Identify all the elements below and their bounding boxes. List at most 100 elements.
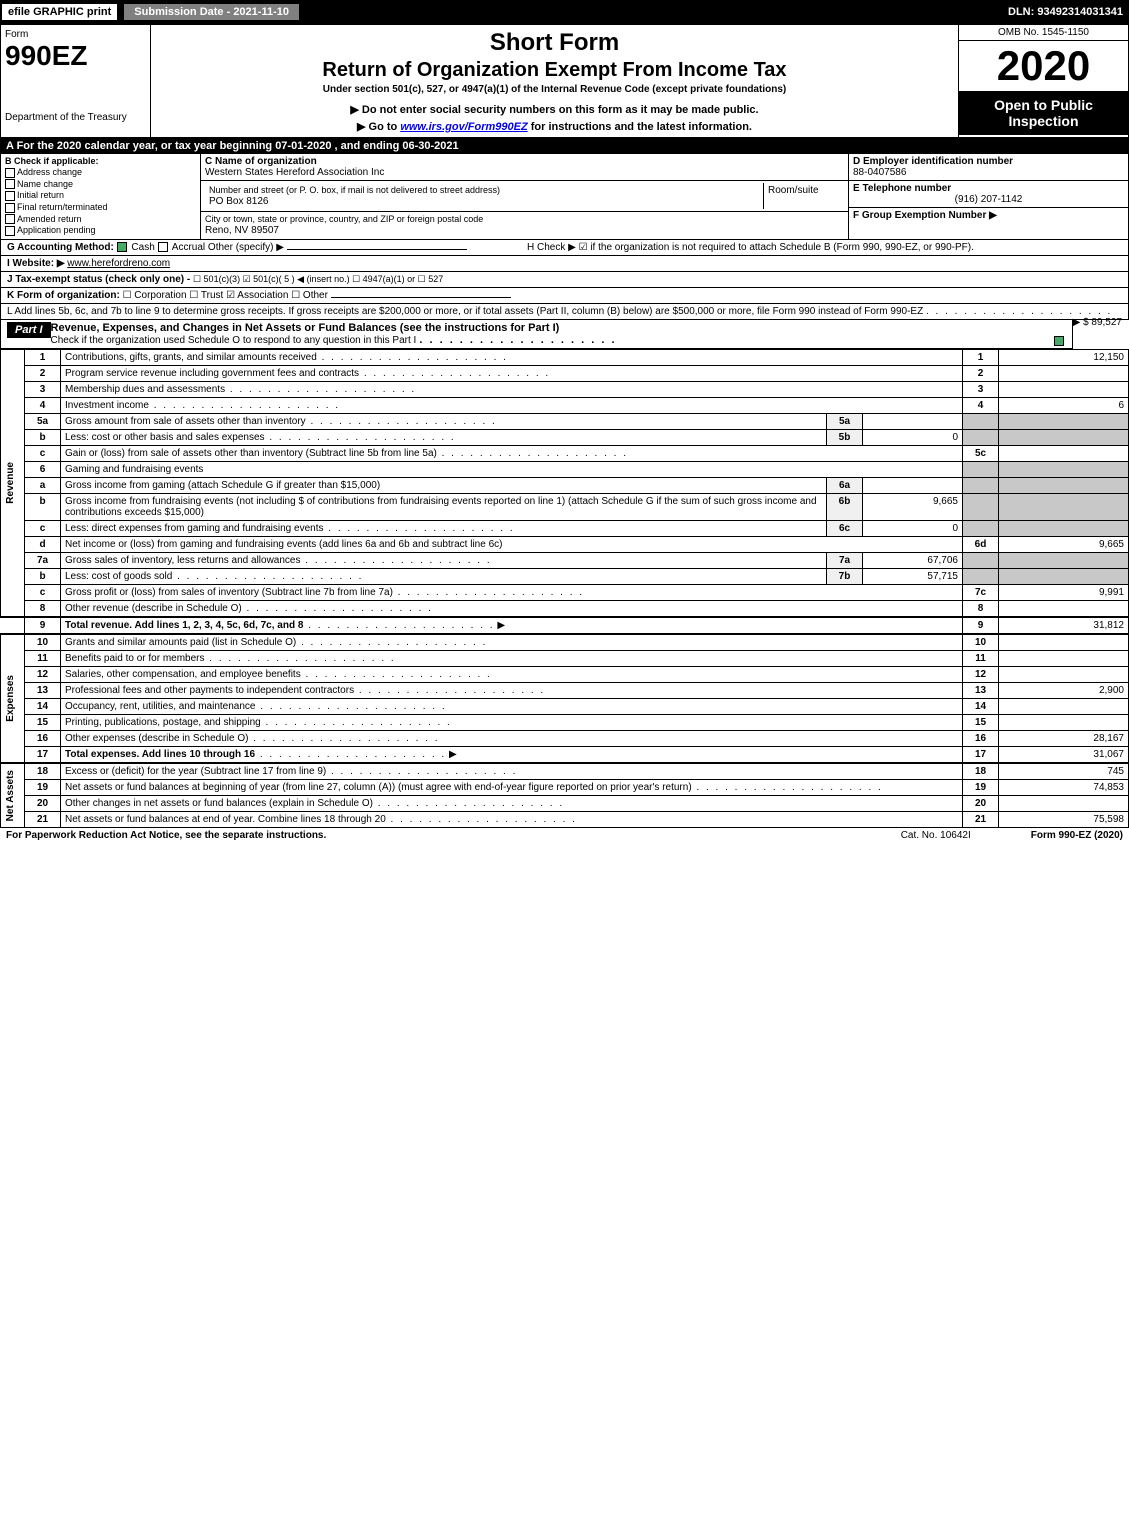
line-amount	[999, 365, 1129, 381]
topbar: efile GRAPHIC print Submission Date - 20…	[0, 0, 1129, 24]
line-amount	[999, 795, 1129, 811]
line-ref: 4	[963, 397, 999, 413]
line-num: 11	[25, 650, 61, 666]
line-desc: Total revenue. Add lines 1, 2, 3, 4, 5c,…	[65, 620, 303, 631]
line-num: 12	[25, 666, 61, 682]
table-row: cLess: direct expenses from gaming and f…	[1, 520, 1129, 536]
line-desc: Membership dues and assessments	[65, 384, 225, 395]
sub-ref: 6a	[827, 477, 863, 493]
table-row: 3Membership dues and assessments3	[1, 381, 1129, 397]
line-amount	[999, 445, 1129, 461]
line-desc: Other expenses (describe in Schedule O)	[65, 733, 248, 744]
sub-amount: 9,665	[863, 493, 963, 520]
part1-title: Revenue, Expenses, and Changes in Net As…	[51, 322, 560, 334]
table-row: 14Occupancy, rent, utilities, and mainte…	[1, 698, 1129, 714]
line-ref: 21	[963, 811, 999, 827]
part1-table: Revenue 1 Contributions, gifts, grants, …	[0, 349, 1129, 828]
table-row: dNet income or (loss) from gaming and fu…	[1, 536, 1129, 552]
chk-final-return[interactable]: Final return/terminated	[5, 202, 196, 213]
i-label: I Website: ▶	[7, 258, 65, 269]
chk-amended-return[interactable]: Amended return	[5, 214, 196, 225]
line-desc: Gross income from fundraising events (no…	[65, 496, 817, 518]
part1-title-wrap: Revenue, Expenses, and Changes in Net As…	[51, 322, 1054, 346]
table-row: cGain or (loss) from sale of assets othe…	[1, 445, 1129, 461]
table-row: 11Benefits paid to or for members11	[1, 650, 1129, 666]
table-row: aGross income from gaming (attach Schedu…	[1, 477, 1129, 493]
dept-label: Department of the Treasury	[5, 112, 146, 123]
line-num: 17	[25, 746, 61, 763]
line-desc: Program service revenue including govern…	[65, 368, 359, 379]
line-amount	[999, 650, 1129, 666]
line-desc: Total expenses. Add lines 10 through 16	[65, 749, 255, 760]
table-row: cGross profit or (loss) from sales of in…	[1, 584, 1129, 600]
sub-ref: 6b	[827, 493, 863, 520]
schedule-o-check[interactable]	[1054, 336, 1064, 346]
paperwork-notice: For Paperwork Reduction Act Notice, see …	[6, 830, 326, 841]
ein: 88-0407586	[853, 167, 906, 178]
line-num: 14	[25, 698, 61, 714]
line-amount: 9,991	[999, 584, 1129, 600]
line-desc: Less: direct expenses from gaming and fu…	[65, 523, 323, 534]
line-desc: Net assets or fund balances at beginning…	[65, 782, 692, 793]
line-ref: 9	[963, 617, 999, 634]
section-h: H Check ▶ ☑ if the organization is not r…	[527, 242, 1122, 253]
irs-link[interactable]: www.irs.gov/Form990EZ	[400, 121, 527, 133]
table-row: bLess: cost of goods sold7b57,715	[1, 568, 1129, 584]
table-row: 4Investment income46	[1, 397, 1129, 413]
g-label: G Accounting Method:	[7, 242, 114, 253]
line-desc: Less: cost of goods sold	[65, 571, 172, 582]
line-desc: Net income or (loss) from gaming and fun…	[65, 539, 502, 550]
org-name-row: C Name of organization Western States He…	[201, 154, 848, 181]
form-header: Form 990EZ Department of the Treasury Sh…	[0, 24, 1129, 138]
city-label: City or town, state or province, country…	[205, 214, 483, 224]
line-ref: 15	[963, 714, 999, 730]
form-word: Form	[5, 29, 146, 40]
line-amount: 28,167	[999, 730, 1129, 746]
section-k: K Form of organization: ☐ Corporation ☐ …	[0, 288, 1129, 304]
line-ref: 7c	[963, 584, 999, 600]
line-amount: 6	[999, 397, 1129, 413]
sub-amount: 0	[863, 429, 963, 445]
line-ref: 2	[963, 365, 999, 381]
other-org-field[interactable]	[331, 297, 511, 298]
form-ref: Form 990-EZ (2020)	[1031, 830, 1123, 841]
table-row: 17 Total expenses. Add lines 10 through 1…	[1, 746, 1129, 763]
chk-cash[interactable]	[117, 242, 127, 252]
cash-label: Cash	[131, 242, 154, 253]
line-num: 8	[25, 600, 61, 617]
section-c: C Name of organization Western States He…	[201, 154, 848, 239]
line-desc: Gross sales of inventory, less returns a…	[65, 555, 300, 566]
line-num: b	[25, 493, 61, 520]
goto-line: ▶ Go to www.irs.gov/Form990EZ for instru…	[155, 120, 954, 133]
chk-address-change[interactable]: Address change	[5, 167, 196, 178]
section-e: E Telephone number (916) 207-1142	[849, 181, 1128, 208]
table-row: 9 Total revenue. Add lines 1, 2, 3, 4, 5c…	[1, 617, 1129, 634]
table-row: 19 Net assets or fund balances at beginni…	[1, 779, 1129, 795]
line-num: 7a	[25, 552, 61, 568]
line-ref: 19	[963, 779, 999, 795]
other-specify-field[interactable]	[287, 249, 467, 250]
line-ref: 13	[963, 682, 999, 698]
table-row: 7a Gross sales of inventory, less returns…	[1, 552, 1129, 568]
line-num: a	[25, 477, 61, 493]
under-section: Under section 501(c), 527, or 4947(a)(1)…	[155, 84, 954, 95]
chk-application-pending[interactable]: Application pending	[5, 225, 196, 236]
e-label: E Telephone number	[853, 183, 951, 194]
line-amount	[999, 600, 1129, 617]
part1-badge: Part I	[7, 322, 51, 338]
chk-initial-return[interactable]: Initial return	[5, 190, 196, 201]
line-amount: 75,598	[999, 811, 1129, 827]
sub-ref: 7a	[827, 552, 863, 568]
website-link[interactable]: www.herefordreno.com	[67, 258, 170, 269]
line-num: b	[25, 568, 61, 584]
line-ref: 3	[963, 381, 999, 397]
efile-print-button[interactable]: efile GRAPHIC print	[0, 2, 119, 22]
k-label: K Form of organization:	[7, 290, 120, 301]
sub-ref: 7b	[827, 568, 863, 584]
line-num: 13	[25, 682, 61, 698]
chk-accrual[interactable]	[158, 242, 168, 252]
org-city: Reno, NV 89507	[205, 225, 279, 236]
chk-name-change[interactable]: Name change	[5, 179, 196, 190]
j-label: J Tax-exempt status (check only one) -	[7, 274, 190, 285]
dots	[419, 334, 616, 346]
